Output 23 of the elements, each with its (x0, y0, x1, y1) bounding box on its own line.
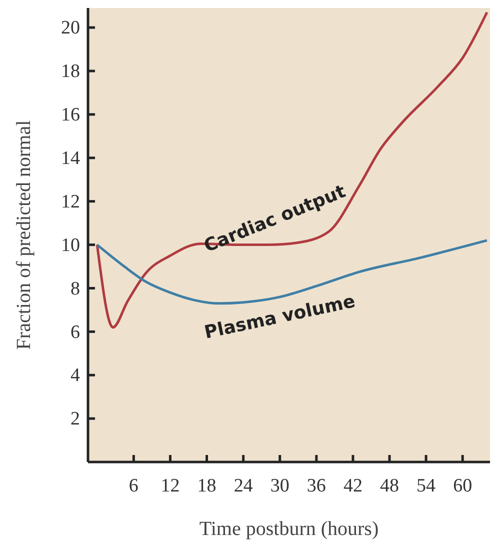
y-tick-label: 16 (61, 104, 80, 126)
x-tick-label: 54 (416, 475, 436, 496)
y-tick-label: 6 (70, 322, 80, 343)
y-tick-label: 2 (70, 408, 80, 430)
y-axis-title: Fraction of predicted normal (13, 120, 35, 350)
x-tick-label: 18 (197, 475, 216, 496)
y-tick-label: 12 (61, 191, 80, 212)
y-tick-label: 20 (61, 18, 80, 39)
x-tick-label: 24 (234, 475, 254, 496)
y-tick-label: 18 (61, 61, 80, 82)
x-tick-label: 60 (453, 475, 472, 496)
y-tick-label: 14 (61, 148, 80, 169)
text: Plasma volume (202, 290, 358, 344)
x-tick-label: 48 (380, 475, 399, 496)
x-tick-label: 30 (270, 475, 290, 496)
x-tick-label: 42 (343, 475, 362, 496)
y-tick-label: 10 (61, 234, 80, 256)
x-axis-title: Time postburn (hours) (199, 518, 379, 540)
y-tick-label: 8 (70, 278, 80, 300)
x-tick-label: 6 (128, 475, 138, 496)
x-tick-label: 12 (160, 475, 180, 496)
x-tick-label: 36 (306, 475, 326, 496)
y-tick-label: 4 (70, 365, 80, 386)
